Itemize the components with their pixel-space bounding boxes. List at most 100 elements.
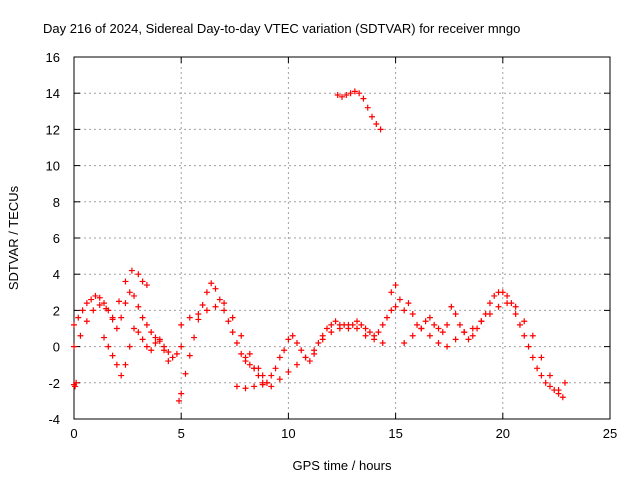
data-point xyxy=(268,383,275,390)
data-point xyxy=(354,325,361,332)
y-tick-label: 14 xyxy=(46,86,60,101)
data-point xyxy=(178,343,185,350)
data-point xyxy=(161,347,168,354)
data-point xyxy=(122,300,129,307)
data-point xyxy=(439,329,446,336)
data-point xyxy=(369,113,376,120)
data-point xyxy=(71,343,77,350)
x-tick-label: 0 xyxy=(70,426,77,441)
x-tick-label: 10 xyxy=(281,426,295,441)
x-axis-ticks: 0 5 10 15 20 25 xyxy=(70,57,617,441)
chart-title: Day 216 of 2024, Sidereal Day-to-day VTE… xyxy=(43,21,520,36)
x-tick-label: 15 xyxy=(388,426,402,441)
data-point xyxy=(371,336,378,343)
data-point xyxy=(113,325,120,332)
data-point xyxy=(444,343,451,350)
data-point xyxy=(343,92,350,99)
data-point xyxy=(328,321,335,328)
data-point xyxy=(225,318,232,325)
data-point xyxy=(109,352,116,359)
series-arc-5 xyxy=(176,280,266,404)
data-point xyxy=(435,325,442,332)
data-point xyxy=(182,370,189,377)
data-point xyxy=(73,379,80,386)
data-point xyxy=(131,292,138,299)
series-arc-9 xyxy=(334,88,384,133)
data-point xyxy=(461,329,468,336)
data-point xyxy=(409,311,416,318)
data-point xyxy=(139,314,146,321)
data-point xyxy=(409,332,416,339)
data-point xyxy=(83,300,90,307)
data-point xyxy=(148,329,155,336)
data-point xyxy=(118,314,125,321)
data-point xyxy=(396,296,403,303)
data-point xyxy=(285,336,292,343)
y-tick-label: 0 xyxy=(53,340,60,355)
series-arc-2 xyxy=(71,267,150,350)
data-point xyxy=(465,336,472,343)
data-point xyxy=(178,390,185,397)
data-point xyxy=(431,321,438,328)
data-point xyxy=(561,379,568,386)
data-point xyxy=(203,307,210,314)
data-point xyxy=(358,321,365,328)
y-tick-label: 6 xyxy=(53,231,60,246)
data-point xyxy=(118,372,125,379)
data-point xyxy=(96,301,103,308)
data-point xyxy=(379,321,386,328)
data-point xyxy=(426,314,433,321)
data-point xyxy=(512,303,519,310)
data-point xyxy=(105,343,112,350)
data-point xyxy=(388,289,395,296)
data-point xyxy=(233,339,240,346)
data-point xyxy=(143,343,150,350)
series-arc-1 xyxy=(71,289,185,361)
data-point xyxy=(414,321,421,328)
data-point xyxy=(238,350,245,357)
data-point xyxy=(221,307,228,314)
data-point xyxy=(392,303,399,310)
y-tick-label: 8 xyxy=(53,195,60,210)
data-point xyxy=(186,314,193,321)
data-point xyxy=(251,383,258,390)
data-point xyxy=(534,365,541,372)
data-point xyxy=(221,300,228,307)
data-point xyxy=(418,325,425,332)
data-point xyxy=(122,361,129,368)
data-point xyxy=(212,303,219,310)
data-point xyxy=(143,282,150,289)
data-point xyxy=(276,354,283,361)
series-arc-10 xyxy=(388,282,566,401)
data-point xyxy=(354,318,361,325)
data-point xyxy=(116,298,123,305)
y-tick-label: 12 xyxy=(46,122,60,137)
data-point xyxy=(173,350,180,357)
data-point xyxy=(152,339,159,346)
data-point xyxy=(469,332,476,339)
data-point xyxy=(364,104,371,111)
data-point xyxy=(555,387,562,394)
data-point xyxy=(246,361,253,368)
data-point xyxy=(113,361,120,368)
data-point xyxy=(165,349,172,356)
data-point xyxy=(276,376,283,383)
data-point xyxy=(379,339,386,346)
data-point xyxy=(375,329,382,336)
data-point xyxy=(491,292,498,299)
data-point xyxy=(101,334,108,341)
y-tick-label: -4 xyxy=(48,412,60,427)
y-tick-label: 2 xyxy=(53,303,60,318)
x-tick-label: 5 xyxy=(178,426,185,441)
data-point xyxy=(135,271,142,278)
data-point xyxy=(366,329,373,336)
data-point xyxy=(88,296,95,303)
series-arc-8 xyxy=(242,321,386,390)
data-point xyxy=(448,303,455,310)
data-point xyxy=(135,329,142,336)
data-point xyxy=(538,354,545,361)
y-axis-label: SDTVAR / TECUs xyxy=(6,185,21,290)
data-point xyxy=(405,300,412,307)
data-point xyxy=(72,383,79,390)
